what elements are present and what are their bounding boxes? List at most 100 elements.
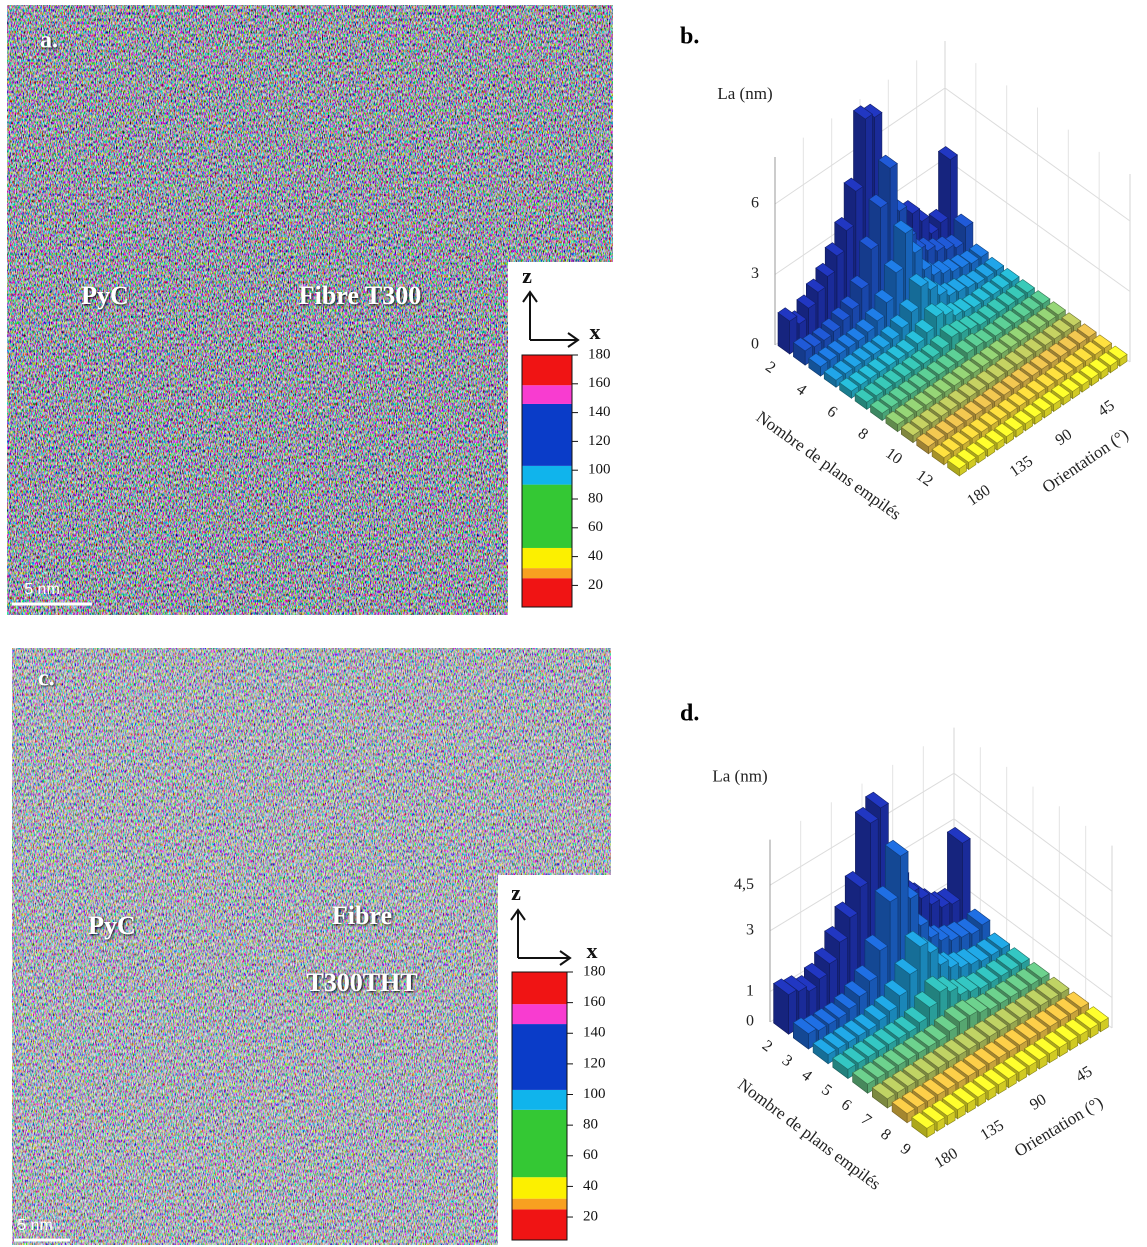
bar-top bbox=[854, 388, 875, 403]
bar-top bbox=[1015, 968, 1040, 985]
bar-top bbox=[880, 325, 901, 340]
bar-top bbox=[953, 1032, 978, 1050]
bar-top bbox=[857, 364, 878, 379]
bar-top bbox=[863, 1004, 888, 1021]
z-tick-label: 6 bbox=[751, 195, 759, 212]
bar-top bbox=[886, 345, 907, 360]
bar-top bbox=[975, 435, 996, 450]
bar-top bbox=[950, 431, 971, 446]
bar-top bbox=[955, 273, 976, 288]
bar bbox=[854, 388, 875, 410]
x-tick-label: 12 bbox=[913, 467, 936, 490]
bar-top bbox=[974, 1020, 998, 1037]
bar-top bbox=[832, 1025, 857, 1043]
bar-top bbox=[921, 1105, 946, 1123]
grid-line bbox=[769, 772, 1113, 892]
bar-top bbox=[932, 1072, 957, 1090]
bar-top bbox=[935, 420, 956, 435]
bar-top bbox=[871, 1082, 896, 1100]
bar-top bbox=[1041, 390, 1062, 405]
bar-top bbox=[1017, 320, 1038, 335]
bar-top bbox=[852, 347, 873, 362]
bar-top bbox=[864, 934, 889, 952]
bar-top bbox=[969, 418, 990, 433]
bar-top bbox=[805, 278, 826, 293]
bar-top bbox=[1044, 1031, 1069, 1048]
colorbar-tick-label: 60 bbox=[588, 519, 603, 535]
colorbar-tick-label: 100 bbox=[588, 462, 611, 478]
bar-top bbox=[986, 932, 1011, 950]
bar-top bbox=[877, 154, 898, 169]
axis-label: z bbox=[522, 263, 532, 288]
bar-top bbox=[858, 235, 879, 250]
bar-top bbox=[855, 318, 876, 333]
bar bbox=[812, 1038, 837, 1065]
bar-top bbox=[963, 1053, 987, 1071]
bar-top bbox=[894, 958, 919, 975]
bar-top bbox=[1025, 962, 1050, 979]
bar-top bbox=[1002, 309, 1023, 324]
bar-top bbox=[956, 448, 977, 463]
bar-top bbox=[959, 249, 980, 264]
bar-top bbox=[952, 297, 973, 312]
bar-top bbox=[976, 370, 997, 385]
bar-top bbox=[1044, 366, 1065, 381]
z-tick-label: 4,5 bbox=[734, 876, 754, 893]
bar-top bbox=[884, 979, 908, 997]
x-tick-label: 8 bbox=[877, 1126, 894, 1144]
y-tick-label: 135 bbox=[978, 1117, 1007, 1144]
y-tick-label: 90 bbox=[1027, 1091, 1050, 1114]
bar-top bbox=[1022, 403, 1043, 418]
bar-top bbox=[1035, 373, 1056, 388]
colorbar-segment bbox=[522, 355, 572, 386]
bar-top bbox=[1092, 334, 1113, 349]
bar-top bbox=[995, 953, 1020, 971]
colorbar-segment bbox=[512, 1089, 567, 1110]
bar-top bbox=[924, 975, 949, 993]
bar-top bbox=[979, 346, 1000, 361]
bar-top bbox=[874, 885, 899, 903]
bar-top bbox=[929, 402, 950, 417]
bar-top bbox=[933, 1015, 958, 1032]
bar-top bbox=[803, 962, 828, 980]
region-label: PyC bbox=[88, 911, 136, 940]
bar bbox=[900, 421, 921, 444]
panel-label: d. bbox=[680, 701, 699, 727]
bar-top bbox=[1003, 1028, 1028, 1046]
bar-top bbox=[808, 353, 829, 368]
colorbar-frame bbox=[511, 971, 568, 1241]
bar-top bbox=[895, 338, 916, 353]
y-tick-label: 45 bbox=[1095, 397, 1118, 420]
bar-top bbox=[1026, 379, 1047, 394]
bar-top bbox=[992, 315, 1013, 331]
colorbar-segment bbox=[522, 547, 572, 569]
bar-top bbox=[931, 1099, 956, 1117]
bar-top bbox=[991, 381, 1012, 396]
bar-top bbox=[922, 1078, 947, 1096]
scale-bar-label: 5 nm bbox=[24, 581, 60, 598]
bar-top bbox=[873, 994, 898, 1012]
bar-top bbox=[773, 978, 797, 996]
bar-top bbox=[974, 263, 995, 278]
bar-top bbox=[1088, 358, 1109, 373]
colorbar-tick-label: 80 bbox=[588, 490, 603, 506]
bar-top bbox=[888, 386, 909, 401]
bar-top bbox=[944, 413, 965, 428]
panel-label: b. bbox=[680, 24, 699, 50]
bar-top bbox=[952, 1087, 977, 1104]
bar-top bbox=[796, 294, 817, 309]
bar-top bbox=[873, 1028, 898, 1045]
bar-top bbox=[862, 1061, 887, 1079]
bar-top bbox=[861, 340, 882, 355]
bar-top bbox=[824, 926, 849, 943]
bar bbox=[947, 455, 968, 477]
bar-top bbox=[980, 280, 1001, 295]
bar-top bbox=[994, 422, 1015, 437]
bar-top bbox=[954, 999, 979, 1017]
y-tick-label: 180 bbox=[932, 1145, 961, 1172]
panel-label: c. bbox=[38, 666, 55, 692]
bar-top bbox=[1098, 352, 1119, 367]
bar-top bbox=[812, 1038, 837, 1055]
y-tick-label: 180 bbox=[964, 482, 993, 510]
bar-top bbox=[903, 1036, 928, 1054]
